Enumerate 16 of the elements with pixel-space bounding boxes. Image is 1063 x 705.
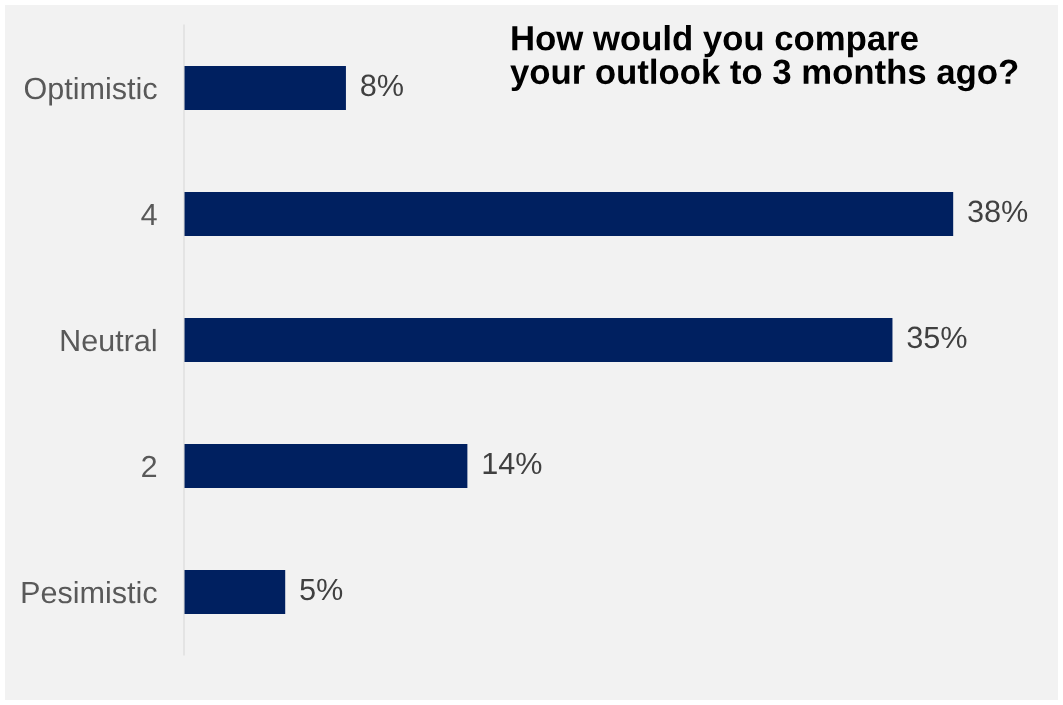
data-label: 14% bbox=[483, 452, 542, 475]
bar bbox=[184, 569, 286, 615]
bar bbox=[184, 317, 893, 363]
y-tick-label: Pesimistic bbox=[22, 580, 157, 604]
chart-title: How would you compare your outlook to 3 months ago? bbox=[510, 25, 1018, 92]
data-label: 5% bbox=[300, 578, 343, 601]
y-tick-label: 4 bbox=[141, 204, 157, 226]
bar bbox=[184, 65, 346, 111]
data-label: 38% bbox=[968, 200, 1028, 223]
y-tick-label: Neutral bbox=[61, 328, 156, 352]
y-tick-label: 2 bbox=[142, 455, 157, 478]
data-label: 8% bbox=[361, 74, 403, 97]
bar bbox=[184, 443, 468, 489]
bar bbox=[184, 191, 954, 237]
y-tick-label: Optimistic bbox=[24, 76, 157, 106]
data-label: 35% bbox=[907, 326, 967, 349]
